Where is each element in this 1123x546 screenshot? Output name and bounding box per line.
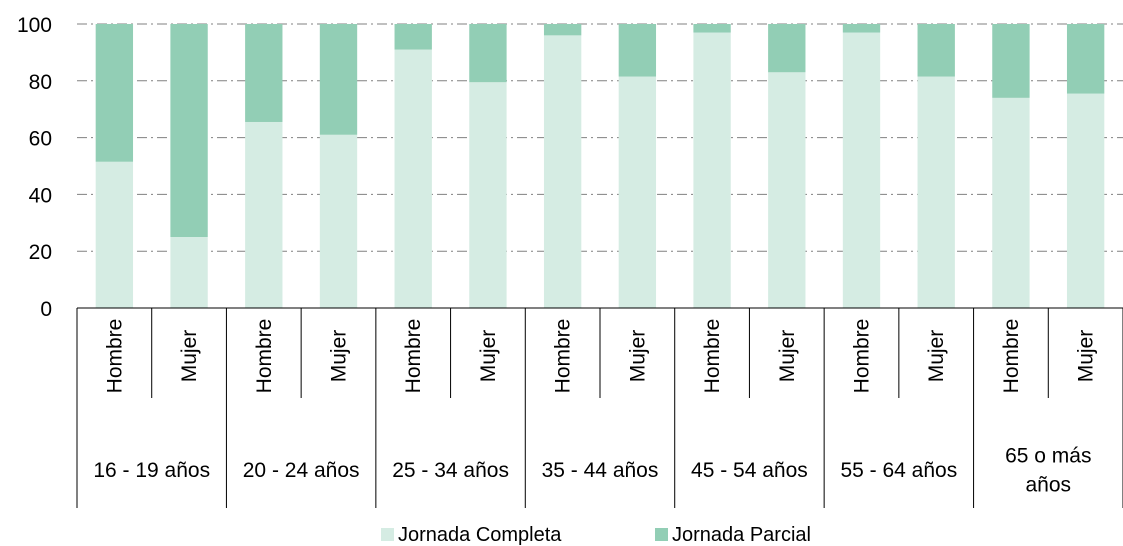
x-axis: Hombre Mujer Hombre Mujer Hombre Mujer Hombre M… xyxy=(76,307,1123,508)
group-label: 35 - 44 años xyxy=(542,459,659,482)
category-label: Hombre xyxy=(1000,319,1023,394)
bar-jornada-parcial xyxy=(394,24,432,50)
category-label: Mujer xyxy=(178,330,201,383)
category-label: Mujer xyxy=(1075,330,1098,383)
bar-jornada-parcial xyxy=(842,24,881,33)
legend-swatch-jornada-completa xyxy=(381,528,394,541)
bar-jornada-parcial xyxy=(319,24,358,135)
y-tick-label: 20 xyxy=(29,241,52,264)
bar-jornada-completa xyxy=(469,82,507,308)
bar-jornada-parcial xyxy=(917,24,955,77)
bar-jornada-completa xyxy=(394,49,432,309)
group-label: 16 - 19 años xyxy=(93,459,210,482)
bar-jornada-completa xyxy=(842,32,881,309)
bar-jornada-completa xyxy=(917,76,955,308)
bar-jornada-completa xyxy=(319,134,358,308)
category-label: Hombre xyxy=(103,319,126,394)
y-tick-label: 40 xyxy=(29,184,52,207)
bar-jornada-parcial xyxy=(1066,24,1105,94)
y-tick-label: 100 xyxy=(17,14,52,37)
gridlines xyxy=(77,23,1123,252)
category-label: Mujer xyxy=(328,330,351,383)
group-label: 25 - 34 años xyxy=(392,459,509,482)
bar-jornada-parcial xyxy=(469,24,507,83)
legend-swatch-jornada-parcial xyxy=(655,528,668,541)
bar-jornada-parcial xyxy=(170,24,208,237)
category-label: Hombre xyxy=(701,319,724,394)
group-label: 55 - 64 años xyxy=(840,459,957,482)
legend-label: Jornada Parcial xyxy=(672,524,811,546)
category-label: Mujer xyxy=(925,330,948,383)
category-label: Mujer xyxy=(626,330,649,383)
group-label: 20 - 24 años xyxy=(243,459,360,482)
bar-jornada-parcial xyxy=(245,24,283,122)
bars xyxy=(95,24,1105,309)
bar-jornada-parcial xyxy=(95,24,134,162)
legend: Jornada Completa Jornada Parcial xyxy=(381,524,811,546)
y-tick-label: 0 xyxy=(40,298,52,321)
bar-jornada-parcial xyxy=(992,24,1030,98)
category-label: Hombre xyxy=(402,319,425,394)
category-label: Hombre xyxy=(253,319,276,394)
bar-jornada-completa xyxy=(693,32,731,309)
bar-jornada-parcial xyxy=(543,24,582,36)
bar-jornada-completa xyxy=(1066,93,1105,308)
legend-label: Jornada Completa xyxy=(398,524,562,546)
category-label: Mujer xyxy=(477,330,500,383)
bar-jornada-completa xyxy=(95,161,134,308)
bar-jornada-completa xyxy=(618,76,657,308)
group-label: 45 - 54 años xyxy=(691,459,808,482)
group-label: años xyxy=(1026,474,1072,497)
bar-jornada-completa xyxy=(992,97,1030,308)
y-tick-label: 80 xyxy=(29,71,52,94)
group-label: 65 o más xyxy=(1005,445,1091,468)
category-label: Mujer xyxy=(776,330,799,383)
bar-jornada-parcial xyxy=(618,24,657,77)
bar-jornada-parcial xyxy=(693,24,731,33)
y-tick-label: 60 xyxy=(29,128,52,151)
bar-jornada-parcial xyxy=(768,24,806,73)
category-label: Hombre xyxy=(851,319,874,394)
bar-jornada-completa xyxy=(543,35,582,309)
bar-jornada-completa xyxy=(768,72,806,308)
category-label: Hombre xyxy=(552,319,575,394)
y-axis-ticks: 0 20 40 60 80 100 xyxy=(17,14,52,321)
bar-jornada-completa xyxy=(245,121,283,308)
bar-jornada-completa xyxy=(170,237,208,308)
